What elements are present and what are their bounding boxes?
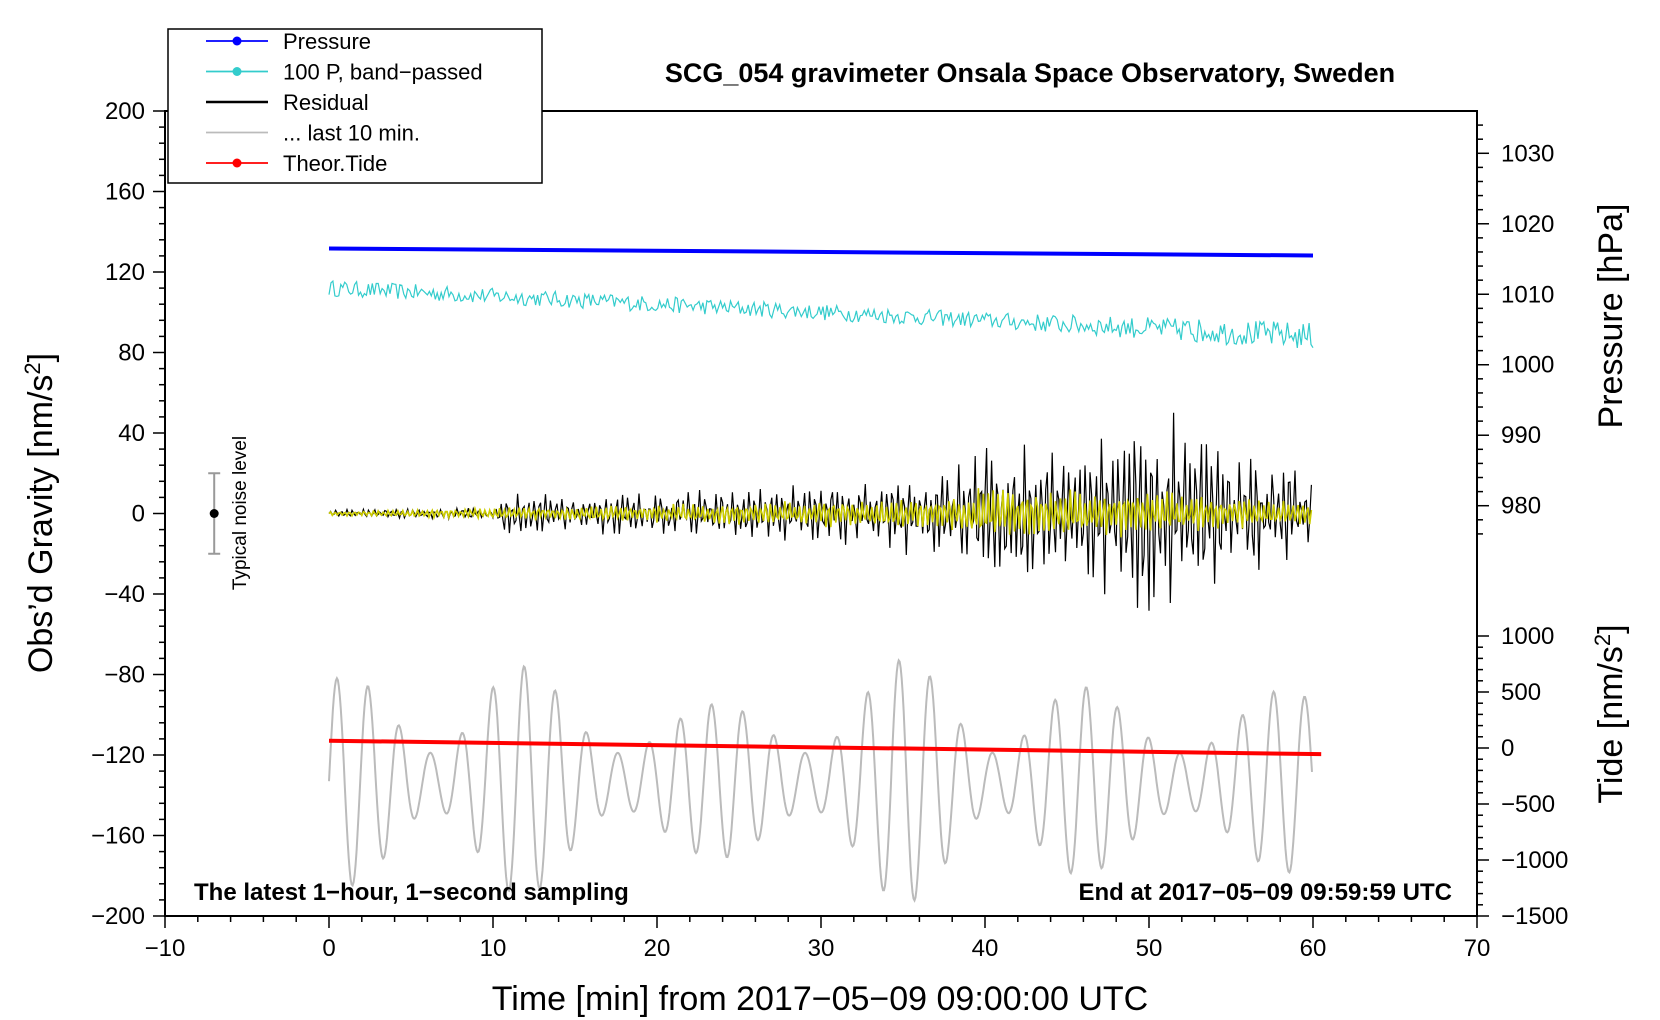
y-tick-label: 200 (105, 98, 145, 125)
x-tick-label: 70 (1464, 935, 1491, 962)
legend-label: Pressure (283, 29, 371, 54)
legend: Pressure 100 P, band−passed Residual ... la… (167, 28, 543, 184)
tide-tick-label: 500 (1501, 679, 1541, 706)
legend-marker (232, 36, 242, 46)
y-axis-left-title: Obs’d Gravity [nm/s2] (20, 353, 60, 673)
series-theor-tide (328, 738, 1322, 757)
y-tick-label: −80 (104, 662, 145, 689)
legend-box (167, 28, 543, 184)
series-layer (328, 246, 1322, 903)
x-axis: −10 0 10 20 30 40 50 60 70 (145, 916, 1491, 962)
y-tick-label: −160 (91, 823, 145, 850)
tide-tick-label: −1500 (1501, 903, 1568, 930)
x-tick-label: −10 (145, 935, 186, 962)
x-tick-label: 20 (644, 935, 671, 962)
pressure-tick-label: 1020 (1501, 211, 1554, 238)
x-tick-label: 60 (1300, 935, 1327, 962)
series-100-p-band-passed (328, 279, 1314, 349)
y-axis-left: 200 160 120 80 40 0 −40 −80 −120 −160 −200 (91, 98, 165, 930)
y-axis-right-tide-title: Tide [nm/s2] (1590, 624, 1630, 803)
legend-marker (232, 67, 242, 76)
x-axis-title: Time [min] from 2017−05−09 09:00:00 UTC (492, 980, 1148, 1018)
y-axis-right-tide-title-close: ] (1592, 624, 1630, 633)
x-tick-label: 0 (322, 935, 335, 962)
tide-tick-label: 1000 (1501, 623, 1554, 650)
note-right: End at 2017−05−09 09:59:59 UTC (1078, 879, 1452, 906)
x-tick-label: 30 (808, 935, 835, 962)
tide-tick-label: −1000 (1501, 847, 1568, 874)
legend-label: Residual (283, 90, 369, 115)
y-tick-label: 40 (118, 420, 145, 447)
legend-label: 100 P, band−passed (283, 60, 483, 85)
y-tick-label: 80 (118, 340, 145, 367)
series-pressure (328, 246, 1314, 258)
series-last-10-min (328, 658, 1313, 903)
noise-bar-dot (209, 509, 219, 518)
x-tick-label: 40 (972, 935, 999, 962)
noise-label: Typical noise level (230, 436, 251, 590)
tide-tick-label: −500 (1501, 791, 1555, 818)
series-residual-yellow (328, 488, 1313, 538)
noise-indicator (208, 472, 221, 555)
y-axis-right-pressure: 1030 1020 1010 1000 990 980 (1477, 124, 1554, 535)
y-axis-right-tide: 1000 500 0 −500 −1000 −1500 (1477, 623, 1568, 930)
legend-label: ... last 10 min. (283, 121, 420, 146)
note-left: The latest 1−hour, 1−second sampling (194, 879, 629, 906)
y-axis-right-pressure-title: Pressure [hPa] (1592, 204, 1630, 429)
tide-tick-label: 0 (1501, 735, 1514, 762)
y-tick-label: 0 (132, 501, 145, 528)
pressure-tick-label: 1000 (1501, 352, 1554, 379)
y-axis-left-title-sup: 2 (20, 362, 45, 374)
y-tick-label: −120 (91, 742, 145, 769)
y-tick-label: 120 (105, 259, 145, 286)
legend-marker (232, 158, 242, 168)
pressure-tick-label: 1030 (1501, 140, 1554, 167)
y-axis-left-title-close: ] (22, 353, 60, 362)
pressure-tick-label: 990 (1501, 422, 1541, 449)
y-tick-label: −40 (104, 581, 145, 608)
y-axis-right-tide-title-text: Tide [nm/s (1592, 646, 1630, 803)
pressure-tick-label: 980 (1501, 493, 1541, 520)
y-axis-left-title-text: Obs’d Gravity [nm/s (22, 375, 60, 674)
y-axis-right-tide-title-sup: 2 (1590, 634, 1615, 646)
chart-title: SCG_054 gravimeter Onsala Space Observat… (665, 58, 1395, 88)
pressure-tick-label: 1010 (1501, 281, 1554, 308)
x-tick-label: 50 (1136, 935, 1163, 962)
x-tick-label: 10 (480, 935, 507, 962)
legend-label: Theor.Tide (283, 151, 387, 176)
y-tick-label: 160 (105, 179, 145, 206)
y-tick-label: −200 (91, 903, 145, 930)
